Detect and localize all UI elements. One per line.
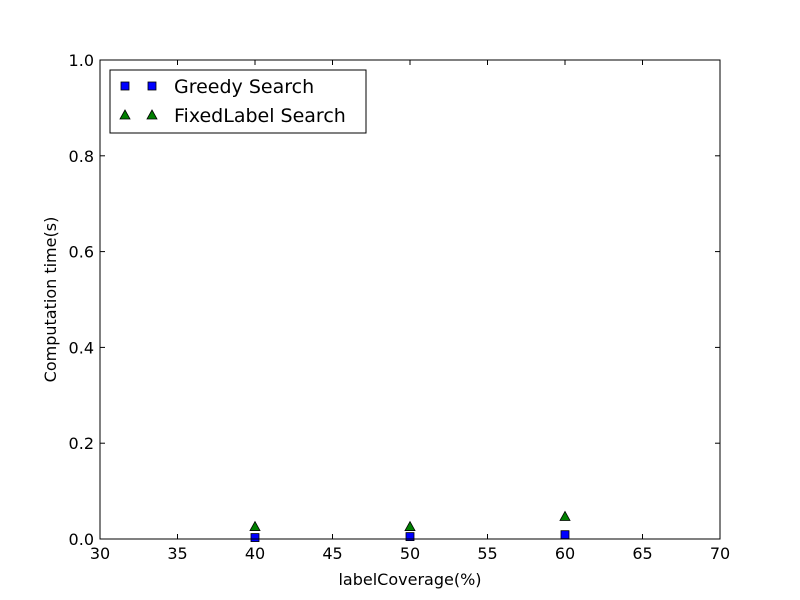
legend-marker-fixedlabel-search xyxy=(119,109,131,120)
greedy-search-point xyxy=(405,532,415,542)
fixedlabel-search-point xyxy=(404,520,416,531)
legend-marker-fixedlabel-search xyxy=(146,109,158,120)
y-tick-label: 0.6 xyxy=(69,243,94,262)
y-tick-label: 0.0 xyxy=(69,530,94,549)
x-axis-label: labelCoverage(%) xyxy=(338,570,481,589)
x-tick-label: 40 xyxy=(245,544,265,563)
legend-marker-greedy-search xyxy=(120,81,130,91)
x-axis-ticks: 30 35 40 45 50 55 60 65 70 xyxy=(90,60,730,563)
fixedlabel-search-point xyxy=(559,510,571,521)
plot-area-frame xyxy=(99,59,721,540)
x-tick-label: 50 xyxy=(400,544,420,563)
legend-box xyxy=(109,69,367,134)
greedy-search-point xyxy=(250,533,260,542)
x-tick-label: 30 xyxy=(90,544,110,563)
x-tick-label: 35 xyxy=(167,544,187,563)
fixedlabel-search-point xyxy=(249,520,261,531)
legend-label-fixedlabel-search: FixedLabel Search xyxy=(174,105,346,127)
x-tick-label: 65 xyxy=(632,544,652,563)
legend-marker-greedy-search xyxy=(147,81,157,91)
x-tick-label: 60 xyxy=(555,544,575,563)
x-tick-label: 45 xyxy=(322,544,342,563)
y-tick-label: 0.4 xyxy=(69,338,94,357)
data-points xyxy=(249,510,571,542)
x-tick-label: 55 xyxy=(477,544,497,563)
greedy-search-point xyxy=(560,530,570,540)
y-axis-label: Computation time(s) xyxy=(41,217,60,383)
y-tick-label: 0.8 xyxy=(69,147,94,166)
y-axis-ticks: 0.0 0.2 0.4 0.6 0.8 1.0 xyxy=(69,51,720,549)
y-tick-label: 0.2 xyxy=(69,434,94,453)
legend-label-greedy-search: Greedy Search xyxy=(174,76,314,98)
y-tick-label: 1.0 xyxy=(69,51,94,70)
legend: Greedy Search FixedLabel Search xyxy=(109,69,367,134)
x-tick-label: 70 xyxy=(710,544,730,563)
